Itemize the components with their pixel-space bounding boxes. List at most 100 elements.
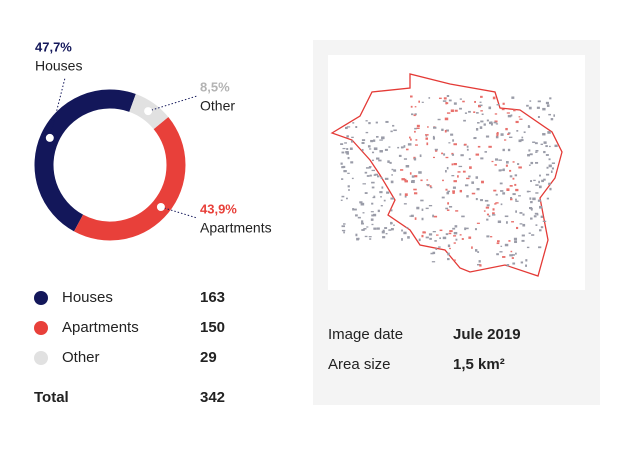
map-building [512,193,516,196]
map-building [369,166,372,169]
map-building [418,171,422,174]
map-building [462,100,465,103]
map-building [410,138,412,141]
map-building [537,100,541,103]
map-building [341,178,344,180]
map-building [442,179,444,182]
map-building [430,186,433,189]
map-building [540,215,544,218]
map-building [347,185,350,188]
map-building [343,223,346,225]
map-building [429,185,432,188]
map-building [421,234,424,238]
map-building [527,126,531,128]
map-building [458,165,463,168]
map-building [393,129,397,132]
map-building [372,196,376,199]
map-building [441,128,444,132]
map-building [345,197,348,200]
map-building [406,226,409,229]
map-building [380,205,383,207]
map-building [480,110,483,112]
map-building [425,134,429,136]
map-building [480,120,484,123]
map-building [376,157,380,160]
map-building [551,167,554,170]
map-building [400,169,404,171]
map-building [506,264,510,267]
map-building [403,158,408,160]
map-building [361,220,364,223]
map-building [504,139,507,141]
map-building [391,174,393,176]
callout-dot [144,107,153,116]
map-building [446,95,450,97]
map-building [518,116,521,118]
map-building [351,136,354,139]
map-building [526,246,530,249]
map-building [509,254,513,257]
map-building [513,237,518,241]
map-building [546,197,550,200]
map-building [522,213,525,216]
map-building [451,152,454,155]
map-building [437,118,441,121]
map-building [494,203,497,205]
map-building [342,147,346,150]
map-building [506,161,509,164]
map-building [493,121,497,124]
map-building [528,164,531,166]
legend-count: 29 [200,349,217,366]
map-building [373,227,377,230]
map-building [529,197,532,200]
map-building [341,229,346,232]
map-building [531,234,535,236]
map-building [485,206,490,209]
map-building [355,214,358,217]
map-building [527,154,531,157]
map-building [390,130,393,133]
map-building [372,213,377,217]
callout-dot [45,133,54,142]
map-building [538,229,542,232]
map-building [439,237,441,240]
map-building [384,227,388,229]
map-building [492,212,495,215]
map-building [468,175,471,178]
map-building [379,139,383,141]
map-building [491,160,494,163]
map-building [349,147,353,150]
map-building [484,151,488,153]
value-label: 47,7% [35,39,72,54]
map-building [351,177,354,180]
map-building [549,97,552,100]
map-building [488,106,492,110]
value-label: 8,5% [200,79,230,94]
map-building [504,243,509,247]
map-building [509,169,512,172]
map-building [474,100,476,103]
map-building [422,231,426,234]
legend-count: 163 [200,289,225,306]
map-building [347,156,350,160]
map-building [434,149,438,152]
map-building [465,227,469,230]
map-building [445,170,447,173]
map-building [397,146,400,149]
map-building [352,122,355,124]
map-building [473,137,477,139]
map-building [502,192,506,195]
map-building [500,203,503,206]
donut-segment [74,117,186,241]
map-building [367,145,371,148]
map-building [425,236,429,239]
map-building [521,234,525,237]
map-building [462,170,466,173]
map-building [538,180,540,184]
map-building [404,180,408,183]
map-building [507,114,512,118]
map-building [447,244,451,248]
map-building [401,238,403,241]
map-building [494,164,497,166]
